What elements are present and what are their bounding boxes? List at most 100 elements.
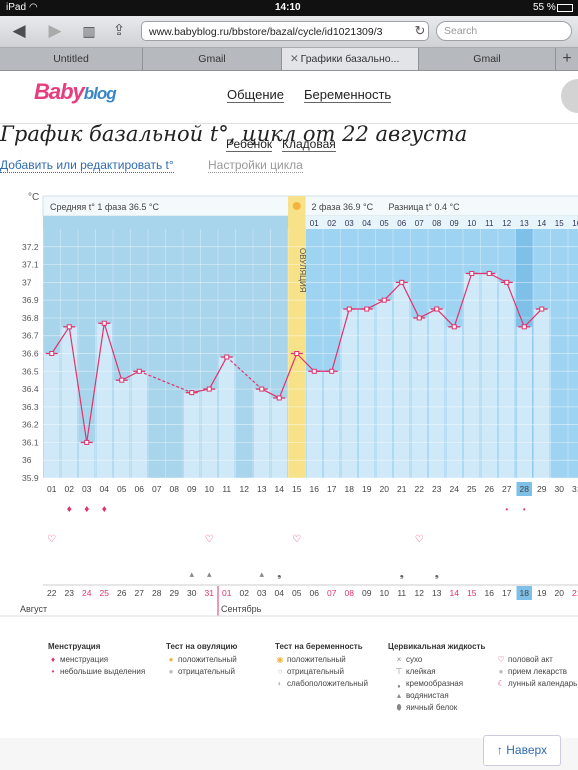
cycle-day-label: 16 xyxy=(310,484,320,494)
heart-icon: ♡ xyxy=(415,534,424,545)
temperature-bar xyxy=(446,326,462,478)
menstruation-drop-icon: ♦ xyxy=(102,504,107,515)
ovulation-sun-icon xyxy=(292,202,301,210)
cycle-day-label: 08 xyxy=(170,484,180,494)
cycle-day-label: 26 xyxy=(485,484,495,494)
month-label-august: Август xyxy=(20,604,47,614)
phase2-day-label: 14 xyxy=(537,219,546,228)
chart-legend: Менструация ♦ менструация • небольшие выде… xyxy=(0,638,578,738)
back-arrow-icon[interactable]: ◀ xyxy=(12,21,26,40)
tab-untitled[interactable]: Untitled xyxy=(0,48,143,70)
search-input[interactable]: Search xyxy=(436,21,572,41)
temperature-bar xyxy=(516,326,532,478)
date-label: 29 xyxy=(170,588,180,598)
date-label: 30 xyxy=(187,588,197,598)
cycle-day-label: 19 xyxy=(362,484,372,494)
cycle-day-label: 10 xyxy=(205,484,215,494)
temperature-line-segment xyxy=(488,272,508,283)
y-tick-label: 36.5 xyxy=(22,366,39,376)
highlight-day-badge xyxy=(516,482,532,496)
date-label: 16 xyxy=(485,588,495,598)
site-logo[interactable]: Babyblog xyxy=(34,79,117,105)
temperature-bar xyxy=(271,397,287,478)
legend-sticky: ⊤ клейкая xyxy=(392,667,436,676)
phase2-day-strip xyxy=(305,216,578,229)
legend-lunar: ☾ лунный календарь xyxy=(494,679,577,688)
cycle-settings-link[interactable]: Настройки цикла xyxy=(208,158,303,173)
temperature-point xyxy=(49,351,55,356)
tab-label: Gmail xyxy=(198,53,226,65)
nav-child[interactable]: Ребёнок xyxy=(226,137,273,152)
temperature-bar xyxy=(184,392,200,478)
legend-label: клейкая xyxy=(406,667,436,676)
date-label: 20 xyxy=(555,588,565,598)
temperature-point xyxy=(451,324,457,330)
tab-gmail[interactable]: Gmail xyxy=(143,48,282,70)
temperature-line-segment xyxy=(139,370,192,394)
edit-temperature-link[interactable]: Добавить или редактировать t° xyxy=(0,158,174,173)
date-label: 13 xyxy=(432,588,442,598)
temperature-bar xyxy=(359,309,375,478)
legend-dry: × сухо xyxy=(392,655,423,664)
legend-spotting: • небольшие выделения xyxy=(46,667,146,676)
date-label: 14 xyxy=(450,588,460,598)
site-header: Babyblog Общение Беременность xyxy=(0,71,578,124)
temperature-point xyxy=(346,306,352,312)
bookmarks-icon[interactable]: ▥ xyxy=(82,23,96,39)
temperature-point xyxy=(101,320,107,326)
sun-gray-icon: ● xyxy=(168,667,174,676)
y-tick-label: 37.1 xyxy=(22,260,39,270)
wifi-icon: ◠ xyxy=(29,2,38,13)
y-tick-label: 36.1 xyxy=(22,437,39,447)
legend-ovulation-positive: ● положительный xyxy=(164,655,237,664)
new-tab-icon[interactable]: + xyxy=(562,50,572,67)
legend-label: сухо xyxy=(406,655,423,664)
cycle-day-label: 17 xyxy=(327,484,337,494)
status-bar: iPad ◠ 14:10 55 % xyxy=(0,0,578,16)
phase1-average-label: Средняя t° 1 фаза 36.5 °C xyxy=(50,202,159,212)
temperature-bar xyxy=(201,389,217,478)
spotting-drop-icon: • xyxy=(505,505,508,514)
temperature-line-segment xyxy=(51,326,70,354)
legend-cervical-title: Цервикальная жидкость xyxy=(388,642,486,651)
temperature-line-segment xyxy=(68,326,88,443)
avatar[interactable] xyxy=(561,79,578,113)
cycle-day-label: 06 xyxy=(135,484,145,494)
legend-label: отрицательный xyxy=(178,667,235,676)
back-to-top-button[interactable]: ↑ Наверх xyxy=(483,735,561,766)
date-label: 05 xyxy=(292,588,302,598)
watery-icon: ▴ xyxy=(207,569,212,579)
address-bar[interactable]: www.babyblog.ru/bbstore/bazal/cycle/id10… xyxy=(141,21,429,41)
temperature-bar xyxy=(411,317,427,478)
date-label: 24 xyxy=(82,588,92,598)
tab-bbt-chart[interactable]: ✕ Графики базально... xyxy=(282,48,419,70)
phase2-day-label: 03 xyxy=(345,219,354,228)
nav-pregnancy[interactable]: Беременность xyxy=(304,87,392,103)
share-icon[interactable]: ⇪ xyxy=(112,22,126,39)
creamy-icon: ❟ xyxy=(277,568,281,580)
reload-icon[interactable]: ↻ xyxy=(414,23,426,38)
date-label: 27 xyxy=(135,588,145,598)
cycle-day-label: 03 xyxy=(82,484,92,494)
date-label: 06 xyxy=(310,588,320,598)
date-label: 23 xyxy=(65,588,75,598)
legend-pregnancy-title: Тест на беременность xyxy=(275,642,363,651)
forward-arrow-icon[interactable]: ▶ xyxy=(48,21,62,40)
nav-communication[interactable]: Общение xyxy=(227,87,285,103)
heart-icon: ♡ xyxy=(292,534,301,545)
browser-toolbar: ◀ ▶ ▥ ⇪ www.babyblog.ru/bbstore/bazal/cy… xyxy=(0,16,578,48)
circle-half-icon: ◐ xyxy=(277,679,283,688)
nav-storeroom[interactable]: Кладовая xyxy=(282,137,336,152)
temperature-point xyxy=(189,390,195,396)
phase2-day-label: 11 xyxy=(485,219,494,228)
legend-label: половой акт xyxy=(508,655,553,664)
phase2-day-label: 02 xyxy=(327,219,336,228)
tab-gmail-2[interactable]: Gmail xyxy=(419,48,556,70)
cycle-day-label: 04 xyxy=(100,484,110,494)
date-label: 04 xyxy=(275,588,285,598)
legend-ovulation-title: Тест на овуляцию xyxy=(166,642,238,651)
y-tick-label: 37 xyxy=(22,277,32,287)
sticky-icon: ⊤ xyxy=(395,667,403,676)
cross-icon: × xyxy=(396,655,402,664)
close-tab-icon[interactable]: ✕ xyxy=(290,53,299,65)
